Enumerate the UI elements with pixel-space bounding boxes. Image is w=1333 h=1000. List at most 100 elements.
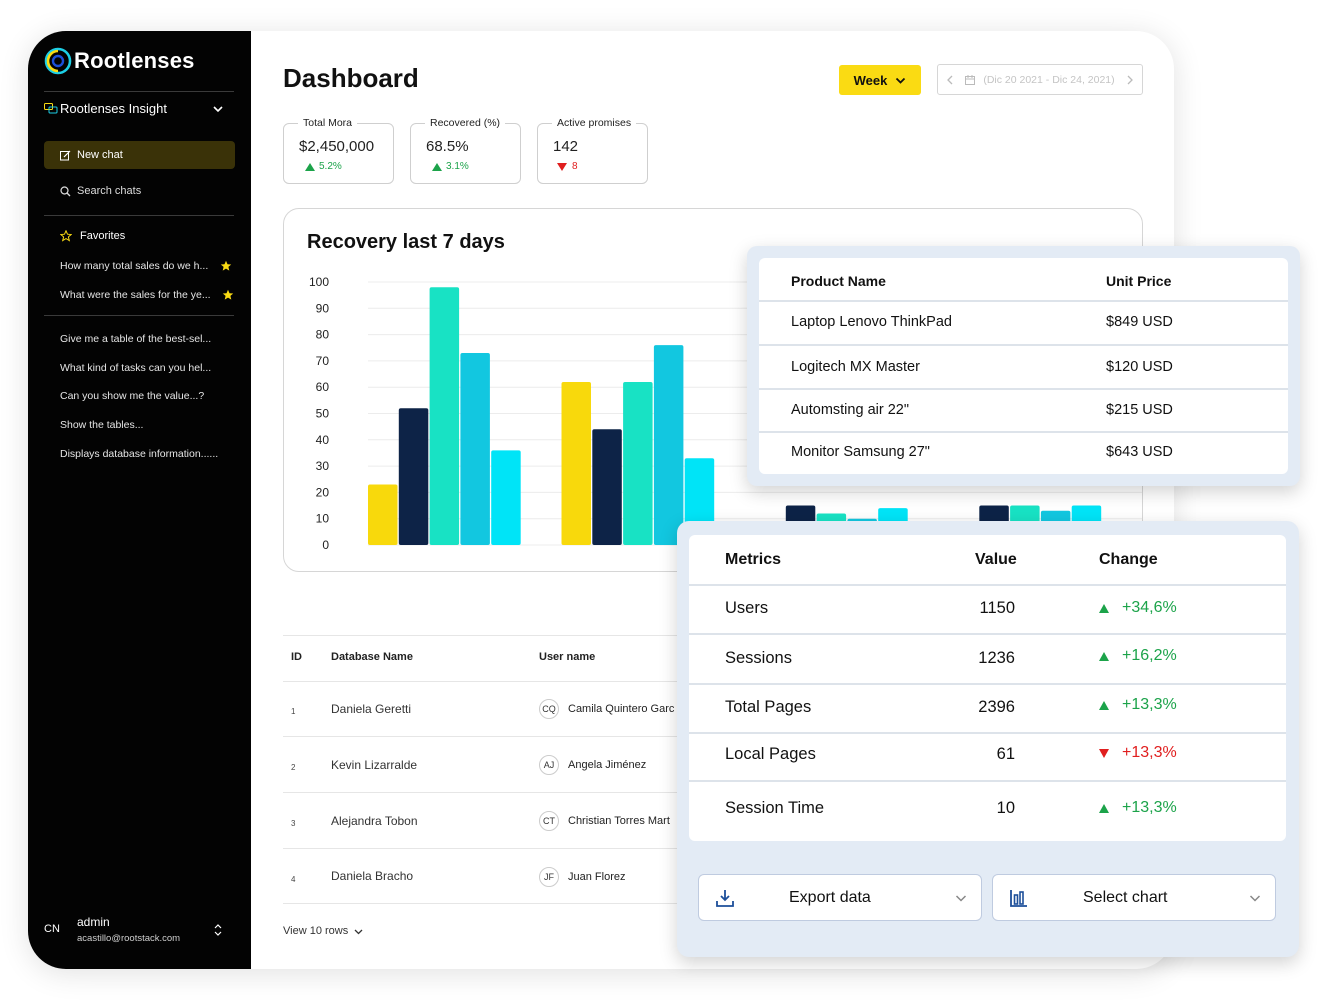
- favorite-chat-item[interactable]: What were the sales for the ye...: [60, 289, 211, 301]
- metric-value: 2396: [978, 698, 1015, 716]
- chart-bar[interactable]: [623, 381, 653, 545]
- export-data-dropdown[interactable]: Export data: [698, 874, 982, 921]
- metric-change-value: +13,3%: [1122, 744, 1177, 761]
- chevron-down-icon: [896, 77, 906, 84]
- new-chat-button[interactable]: New chat: [44, 141, 235, 169]
- table-divider: [759, 344, 1288, 346]
- cell-user: CQ Camila Quintero Garc: [539, 699, 674, 719]
- period-label: Week: [853, 72, 888, 88]
- product-price: $849 USD: [1106, 314, 1173, 330]
- chevron-down-icon: [213, 105, 223, 112]
- select-chart-dropdown[interactable]: Select chart: [992, 874, 1276, 921]
- table-divider: [689, 732, 1286, 734]
- y-tick-label: 60: [316, 380, 330, 394]
- user-initials: CN: [44, 923, 60, 935]
- triangle-up-icon: [1099, 700, 1109, 710]
- rootlenses-logo-icon: [44, 47, 72, 75]
- avatar: JF: [539, 867, 559, 887]
- chat-bubbles-icon: [44, 102, 58, 113]
- chart-bar[interactable]: [429, 287, 460, 545]
- table-header-id: ID: [291, 651, 302, 663]
- chevron-down-icon: [1249, 894, 1261, 902]
- table-divider: [759, 388, 1288, 390]
- cell-user-name: Juan Florez: [568, 871, 626, 883]
- table-divider: [283, 848, 783, 849]
- chevron-right-icon[interactable]: [1125, 75, 1135, 85]
- product-table: Product Name Unit Price Laptop Lenovo Th…: [759, 258, 1288, 474]
- chat-history-item[interactable]: What kind of tasks can you hel...: [60, 362, 212, 374]
- metric-change-value: +13,3%: [1122, 799, 1177, 816]
- date-range-picker[interactable]: (Dic 20 2021 - Dic 24, 2021): [937, 64, 1143, 95]
- avatar: AJ: [539, 755, 559, 775]
- app-window: Rootlenses Rootlenses Insight New chat S…: [28, 31, 1174, 969]
- y-tick-label: 50: [316, 407, 330, 421]
- metric-value: 1236: [978, 649, 1015, 667]
- metrics-table: Metrics Value Change Users 1150 +34,6% S…: [689, 535, 1286, 841]
- favorites-label: Favorites: [80, 230, 126, 242]
- brand-name: Rootlenses: [74, 48, 195, 73]
- y-tick-label: 20: [316, 485, 330, 499]
- cell-user-name: Angela Jiménez: [568, 759, 647, 771]
- metric-name: Total Pages: [725, 698, 812, 716]
- table-divider: [283, 736, 783, 737]
- avatar: CQ: [539, 699, 559, 719]
- metrics-header-value: Value: [975, 551, 1017, 568]
- chart-bar[interactable]: [491, 450, 521, 545]
- chat-history-item[interactable]: Give me a table of the best-sel...: [60, 333, 212, 345]
- chevron-up-down-icon: [214, 924, 222, 936]
- metrics-card: Metrics Value Change Users 1150 +34,6% S…: [677, 521, 1299, 957]
- metric-change: +13,3%: [1099, 744, 1177, 762]
- table-divider: [283, 681, 783, 682]
- y-tick-label: 40: [316, 433, 330, 447]
- chat-history-item[interactable]: Displays database information......: [60, 448, 219, 460]
- table-header-user: User name: [539, 651, 596, 663]
- user-name: admin: [77, 915, 110, 929]
- star-filled-icon[interactable]: [222, 289, 234, 301]
- cell-id: 1: [291, 707, 296, 716]
- search-chats-button[interactable]: Search chats: [60, 185, 141, 197]
- workspace-selector[interactable]: Rootlenses Insight: [44, 101, 224, 116]
- y-tick-label: 100: [309, 275, 329, 289]
- view-rows-dropdown[interactable]: View 10 rows: [283, 925, 363, 937]
- star-filled-icon[interactable]: [220, 260, 232, 272]
- chevron-left-icon[interactable]: [945, 75, 955, 85]
- chart-bar[interactable]: [592, 429, 622, 545]
- kpi-label: Total Mora: [298, 117, 358, 129]
- y-tick-label: 0: [322, 538, 329, 552]
- cell-id: 3: [291, 819, 296, 828]
- user-menu[interactable]: CN admin acastillo@rootstack.com: [44, 911, 234, 951]
- chat-history-item[interactable]: Can you show me the value...?: [60, 390, 205, 402]
- chart-title: Recovery last 7 days: [307, 231, 505, 253]
- metrics-header-change: Change: [1099, 551, 1158, 568]
- chart-bar[interactable]: [398, 408, 429, 545]
- chart-bar[interactable]: [460, 353, 490, 545]
- kpi-label: Active promises: [552, 117, 637, 129]
- period-dropdown[interactable]: Week: [839, 65, 921, 95]
- metric-change-value: +34,6%: [1122, 599, 1177, 616]
- y-tick-label: 90: [316, 301, 330, 315]
- table-divider: [689, 633, 1286, 635]
- product-price: $215 USD: [1106, 402, 1173, 418]
- table-divider: [759, 431, 1288, 433]
- chart-bar[interactable]: [653, 345, 684, 545]
- chart-bar[interactable]: [561, 381, 592, 545]
- metric-change-value: +16,2%: [1122, 647, 1177, 664]
- metric-name: Sessions: [725, 649, 792, 667]
- brand[interactable]: Rootlenses: [44, 47, 195, 75]
- cell-id: 2: [291, 763, 296, 772]
- favorite-chat-item[interactable]: How many total sales do we h...: [60, 260, 209, 272]
- table-divider: [283, 792, 783, 793]
- cell-database-name: Daniela Bracho: [331, 869, 414, 883]
- kpi-value: 142: [553, 138, 579, 155]
- kpi-delta: 8: [572, 161, 578, 172]
- chat-history-item[interactable]: Show the tables...: [60, 419, 144, 431]
- metric-change-value: +13,3%: [1122, 696, 1177, 713]
- product-header-name: Product Name: [791, 273, 886, 289]
- calendar-icon: [965, 74, 976, 85]
- triangle-up-icon: [432, 163, 442, 171]
- y-tick-label: 80: [316, 328, 330, 342]
- table-divider: [283, 635, 783, 636]
- view-rows-label: View 10 rows: [283, 925, 349, 937]
- chart-bar[interactable]: [368, 484, 398, 545]
- y-tick-label: 70: [316, 354, 330, 368]
